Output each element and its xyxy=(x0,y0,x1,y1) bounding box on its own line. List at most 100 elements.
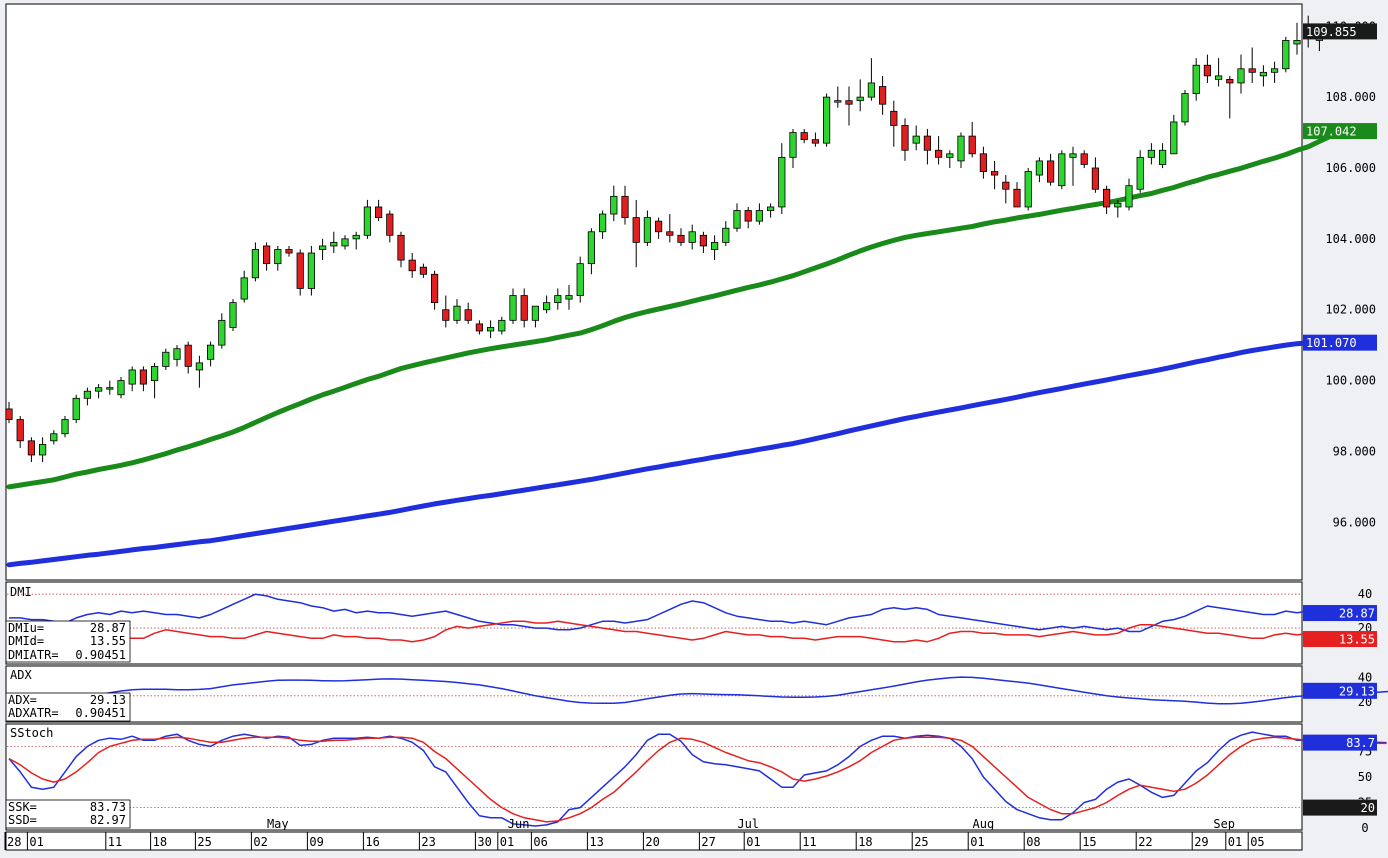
stats-box xyxy=(5,799,131,829)
candle xyxy=(274,245,282,271)
candle-body xyxy=(1069,153,1077,158)
panel-title: ADX xyxy=(10,668,32,682)
candle xyxy=(699,231,708,254)
candle xyxy=(1215,58,1223,87)
candle-body xyxy=(39,443,47,456)
candle xyxy=(1259,65,1267,87)
candle xyxy=(352,231,360,250)
candle-body xyxy=(587,231,596,265)
candle xyxy=(1024,167,1032,211)
stat-label: DMId= xyxy=(8,634,44,648)
indicator-badge-label: 83.7 xyxy=(1346,736,1375,750)
candle-body xyxy=(811,139,820,144)
candle-body xyxy=(95,387,103,392)
stat-value: 0.90451 xyxy=(75,706,126,720)
candle xyxy=(83,387,91,406)
last-price-badge: 109.855 xyxy=(1303,23,1377,40)
candle xyxy=(834,86,842,108)
candle xyxy=(677,228,685,246)
candle-body xyxy=(1114,203,1122,208)
candle-body xyxy=(397,234,405,261)
price-tick-label: 96.000 xyxy=(1333,515,1376,529)
candle-body xyxy=(1192,64,1200,94)
date-label: 25 xyxy=(914,835,928,849)
candle-body xyxy=(912,135,920,144)
candle-body xyxy=(1159,149,1167,165)
candle-body xyxy=(386,213,394,236)
candle-body xyxy=(621,195,629,218)
candle-body xyxy=(352,234,360,240)
candle-body xyxy=(867,82,876,98)
stat-label: ADX= xyxy=(8,693,37,707)
ma-value-badge-bg xyxy=(1303,123,1377,140)
candle xyxy=(610,185,618,222)
date-label: 11 xyxy=(802,835,816,849)
candle-body xyxy=(722,227,730,243)
candle xyxy=(1035,157,1043,183)
date-label: 01 xyxy=(29,835,43,849)
candle-body xyxy=(744,210,752,222)
candle xyxy=(711,235,719,261)
ma-value-badge-label: 107.042 xyxy=(1306,125,1357,139)
candle xyxy=(1248,47,1256,83)
candle xyxy=(543,295,551,314)
candle-body xyxy=(1237,68,1245,84)
candle xyxy=(946,150,954,168)
sstoch-panel xyxy=(5,723,1303,831)
indicator-badge-label: 20 xyxy=(1361,801,1375,815)
candle xyxy=(106,380,114,395)
last-price-badge-label: 109.855 xyxy=(1306,25,1357,39)
candle xyxy=(285,245,293,257)
candle xyxy=(979,146,988,179)
candle-body xyxy=(61,419,69,435)
candle-body xyxy=(139,369,147,385)
candle xyxy=(240,270,248,303)
indicator-badge-label: 28.87 xyxy=(1339,607,1375,621)
candle-body xyxy=(711,241,719,250)
candle-body xyxy=(543,302,551,311)
candle xyxy=(442,295,450,328)
candle xyxy=(688,224,696,250)
date-label: 18 xyxy=(858,835,872,849)
indicator-series-line xyxy=(64,676,1388,705)
date-label: 01 xyxy=(746,835,760,849)
candle-body xyxy=(173,348,181,360)
indicator-tick-label: 50 xyxy=(1358,770,1372,784)
candle-body xyxy=(1125,185,1133,208)
candle xyxy=(599,210,607,239)
stat-value: 82.97 xyxy=(90,813,126,827)
candle-body xyxy=(498,319,506,332)
candle xyxy=(453,299,461,324)
month-label: May xyxy=(267,817,289,831)
candle xyxy=(139,366,147,392)
indicator-badge-label: 29.13 xyxy=(1339,684,1375,698)
panel-title: DMI xyxy=(10,585,32,599)
candle xyxy=(890,100,898,147)
panel-title: SStoch xyxy=(10,726,53,740)
candle-body xyxy=(1215,75,1223,80)
candle xyxy=(162,348,170,370)
candle xyxy=(184,341,192,374)
indicator-value-badge: 13.55 xyxy=(1303,631,1377,648)
candle-body xyxy=(1035,160,1043,176)
candle xyxy=(397,231,405,268)
candle xyxy=(520,288,528,328)
candle-body xyxy=(1170,121,1178,155)
candle-body xyxy=(464,309,472,321)
candle-body xyxy=(778,156,786,208)
candle xyxy=(72,394,80,424)
candle xyxy=(1181,90,1189,126)
candle xyxy=(1080,150,1088,168)
candle-body xyxy=(991,171,999,176)
candle-body xyxy=(72,397,80,420)
candle xyxy=(464,302,472,324)
price-tick-label: 108.000 xyxy=(1325,90,1376,104)
candle xyxy=(341,235,349,250)
candle xyxy=(1237,54,1245,94)
candle xyxy=(565,284,573,310)
candle xyxy=(173,345,181,367)
candle xyxy=(1136,150,1144,193)
candle-body xyxy=(5,408,13,420)
indicator-layer: DMI DMIu= 28.87 DMId= 13.55 DMIATR= 0.90451 ADX… xyxy=(5,585,1388,829)
candle xyxy=(811,132,820,147)
